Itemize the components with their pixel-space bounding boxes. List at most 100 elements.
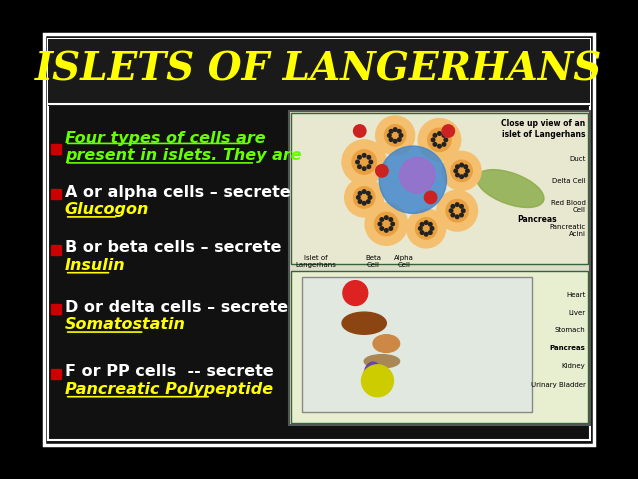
Circle shape: [389, 138, 393, 141]
Circle shape: [356, 160, 359, 164]
Circle shape: [353, 125, 366, 137]
Circle shape: [399, 134, 403, 137]
Circle shape: [342, 140, 387, 184]
Text: present in islets. They are: present in islets. They are: [65, 148, 301, 163]
Circle shape: [367, 156, 371, 159]
Bar: [291, 114, 588, 264]
Circle shape: [389, 227, 392, 230]
Text: Liver: Liver: [568, 309, 586, 316]
Circle shape: [449, 209, 453, 213]
Bar: [302, 277, 533, 412]
Circle shape: [456, 215, 459, 218]
Circle shape: [454, 169, 457, 172]
Text: Alpha
Cell: Alpha Cell: [394, 255, 414, 268]
Circle shape: [444, 138, 448, 142]
Circle shape: [367, 165, 371, 169]
Text: B or beta cells – secrete: B or beta cells – secrete: [65, 240, 281, 255]
Circle shape: [367, 200, 370, 203]
Circle shape: [461, 209, 465, 213]
Circle shape: [429, 231, 432, 234]
Circle shape: [394, 128, 397, 131]
Circle shape: [359, 192, 362, 195]
Circle shape: [353, 187, 375, 208]
Ellipse shape: [364, 362, 382, 387]
Circle shape: [362, 365, 394, 397]
Circle shape: [385, 216, 388, 219]
Ellipse shape: [373, 335, 399, 353]
Circle shape: [362, 190, 366, 194]
Circle shape: [424, 191, 437, 204]
Circle shape: [420, 231, 424, 234]
Circle shape: [442, 125, 454, 137]
Circle shape: [464, 173, 468, 177]
Text: Beta
Cell: Beta Cell: [365, 255, 381, 268]
Text: Glucogon: Glucogon: [65, 202, 149, 217]
Circle shape: [438, 132, 441, 135]
Circle shape: [399, 158, 435, 193]
Circle shape: [418, 119, 461, 161]
Circle shape: [424, 232, 428, 236]
Text: Insulin: Insulin: [65, 258, 126, 273]
Text: Pancreas: Pancreas: [550, 345, 586, 351]
Circle shape: [460, 213, 463, 217]
Circle shape: [464, 165, 468, 169]
Circle shape: [460, 175, 463, 179]
Text: Four types of cells are: Four types of cells are: [65, 131, 265, 146]
Circle shape: [391, 222, 394, 226]
Circle shape: [352, 150, 376, 174]
Circle shape: [365, 203, 408, 245]
Text: F or PP cells  -- secrete: F or PP cells -- secrete: [65, 365, 274, 379]
Circle shape: [419, 227, 422, 230]
Circle shape: [466, 169, 469, 172]
Circle shape: [456, 173, 459, 177]
Text: Stomach: Stomach: [555, 327, 586, 333]
Circle shape: [397, 138, 401, 141]
Circle shape: [438, 145, 441, 148]
Circle shape: [362, 202, 366, 205]
Bar: [291, 271, 588, 423]
Text: Pancreas: Pancreas: [517, 215, 557, 224]
Circle shape: [460, 163, 463, 167]
Circle shape: [431, 138, 435, 142]
Circle shape: [433, 143, 437, 146]
Circle shape: [394, 139, 397, 143]
Bar: [48, 39, 590, 106]
Circle shape: [451, 160, 472, 182]
Circle shape: [389, 129, 393, 133]
Circle shape: [387, 134, 391, 137]
Circle shape: [460, 205, 463, 208]
Circle shape: [420, 223, 424, 226]
Circle shape: [380, 218, 383, 221]
Text: Islet of
Langerhans: Islet of Langerhans: [295, 255, 336, 268]
Circle shape: [362, 154, 366, 157]
Circle shape: [406, 209, 446, 248]
Text: Somatostatin: Somatostatin: [65, 318, 186, 332]
Text: Pancreatic Polypeptide: Pancreatic Polypeptide: [65, 382, 273, 397]
Circle shape: [343, 281, 367, 306]
Text: Close up view of an
islet of Langerhans: Close up view of an islet of Langerhans: [501, 119, 586, 139]
Circle shape: [442, 134, 446, 137]
Circle shape: [456, 165, 459, 169]
Circle shape: [451, 213, 455, 217]
Circle shape: [358, 156, 361, 159]
Text: Kidney: Kidney: [562, 363, 586, 369]
Circle shape: [442, 143, 446, 146]
Circle shape: [456, 203, 459, 206]
Text: A or alpha cells – secrete: A or alpha cells – secrete: [65, 184, 290, 200]
Circle shape: [367, 192, 370, 195]
Circle shape: [430, 227, 434, 230]
Circle shape: [358, 165, 361, 169]
Text: D or delta cells – secrete: D or delta cells – secrete: [65, 300, 288, 315]
Circle shape: [359, 200, 362, 203]
Circle shape: [427, 128, 451, 151]
Text: ISLETS OF LANGERHANS: ISLETS OF LANGERHANS: [35, 50, 603, 88]
Text: Pancreatic
Acini: Pancreatic Acini: [549, 224, 586, 237]
Circle shape: [376, 116, 415, 155]
Circle shape: [369, 160, 373, 164]
Text: Delta Cell: Delta Cell: [552, 179, 586, 184]
Circle shape: [437, 190, 477, 231]
Circle shape: [389, 218, 392, 221]
Circle shape: [446, 200, 468, 222]
Circle shape: [451, 205, 455, 208]
Ellipse shape: [342, 312, 387, 334]
